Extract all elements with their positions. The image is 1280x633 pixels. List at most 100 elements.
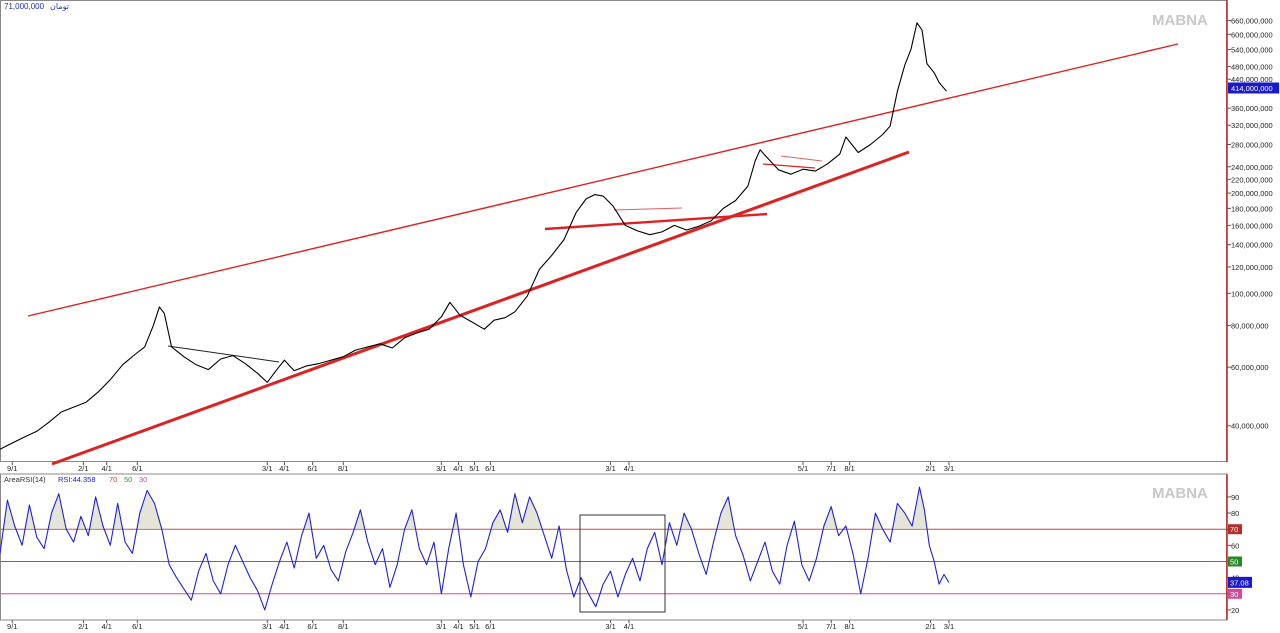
rsi-tag-30-bg bbox=[1228, 588, 1242, 599]
price-x-tick-label: 4/1 bbox=[279, 464, 289, 473]
rsi-x-tick-label: 3/1 bbox=[436, 622, 446, 631]
rsi-legend-30: 30 bbox=[139, 475, 147, 484]
price-x-tick-label: 8/1 bbox=[338, 464, 348, 473]
rsi-tag-50-label: 50 bbox=[1230, 557, 1238, 566]
rsi-watermark: MABNA bbox=[1152, 485, 1208, 502]
header-unit: تومان bbox=[50, 2, 69, 11]
rsi-last-tag-bg bbox=[1228, 576, 1252, 588]
price-y-tick-label: 40,000,000 bbox=[1231, 422, 1269, 431]
rsi-panel bbox=[0, 473, 1227, 621]
price-y-tick-label: 100,000,000 bbox=[1231, 289, 1273, 298]
price-y-axis: 660,000,000 600,000,000 540,000,000 480,000… bbox=[1227, 17, 1273, 431]
rsi-x-tick-label: 3/1 bbox=[605, 622, 615, 631]
rsi-x-tick-label: 6/1 bbox=[485, 622, 495, 631]
price-x-tick-label: 3/1 bbox=[944, 464, 954, 473]
rsi-x-tick-label: 3/1 bbox=[262, 622, 272, 631]
early-support-line bbox=[167, 345, 280, 363]
price-x-tick-label: 9/1 bbox=[7, 464, 17, 473]
lower-support-line bbox=[51, 150, 910, 466]
rsi-x-axis: 9/1 2/1 4/1 6/1 3/1 4/1 6/1 8/1 3/1 4/1 5/1 6/1 3/1 4… bbox=[7, 620, 954, 631]
rsi-x-tick-label: 4/1 bbox=[279, 622, 289, 631]
rsi-x-tick-label: 2/1 bbox=[78, 622, 88, 631]
rsi-value-label: RSI:44.358 bbox=[58, 475, 96, 484]
last-price-tag-bg bbox=[1228, 82, 1279, 94]
rsi-x-tick-label: 9/1 bbox=[7, 622, 17, 631]
support-segment bbox=[544, 212, 768, 231]
rsi-line bbox=[0, 486, 950, 611]
rsi-x-tick-label: 2/1 bbox=[925, 622, 935, 631]
rsi-x-tick-label: 4/1 bbox=[101, 622, 111, 631]
price-y-tick-label: 120,000,000 bbox=[1231, 263, 1273, 272]
price-line bbox=[0, 22, 947, 450]
rsi-x-tick-label: 5/1 bbox=[469, 622, 479, 631]
price-x-tick-label: 6/1 bbox=[485, 464, 495, 473]
upper-channel-line bbox=[27, 43, 1179, 317]
price-panel bbox=[0, 0, 1227, 462]
rsi-tag-70-label: 70 bbox=[1230, 525, 1238, 534]
price-series bbox=[0, 22, 947, 450]
rsi-tag-50-bg bbox=[1228, 556, 1242, 567]
flag-lower-line bbox=[762, 163, 816, 169]
rsi-series bbox=[0, 486, 950, 611]
price-y-tick-label: 200,000,000 bbox=[1231, 189, 1273, 198]
price-y-tick-label: 220,000,000 bbox=[1231, 175, 1273, 184]
rsi-legend-70: 70 bbox=[109, 475, 117, 484]
rsi-tag-30-label: 30 bbox=[1230, 590, 1238, 599]
rsi-y-tick-label: 90 bbox=[1231, 493, 1239, 502]
price-x-tick-label: 3/1 bbox=[262, 464, 272, 473]
rsi-highlight-box bbox=[579, 514, 666, 613]
price-x-tick-label: 8/1 bbox=[844, 464, 854, 473]
rsi-last-tag-label: 37.08 bbox=[1230, 578, 1249, 587]
price-x-tick-label: 5/1 bbox=[798, 464, 808, 473]
price-y-tick-label: 80,000,000 bbox=[1231, 322, 1269, 331]
rsi-title: AreaRSI(14) bbox=[4, 475, 46, 484]
price-x-tick-label: 4/1 bbox=[101, 464, 111, 473]
price-y-tick-label: 540,000,000 bbox=[1231, 46, 1273, 55]
last-price-tag: 414,000,000 bbox=[1228, 82, 1279, 94]
price-x-tick-label: 7/1 bbox=[826, 464, 836, 473]
price-x-axis: 9/1 2/1 4/1 6/1 3/1 4/1 6/1 8/1 3/1 4/1 5/1 6/1 3/1 4… bbox=[7, 462, 954, 473]
price-x-tick-label: 5/1 bbox=[469, 464, 479, 473]
price-y-tick-label: 240,000,000 bbox=[1231, 163, 1273, 172]
rsi-x-tick-label: 3/1 bbox=[944, 622, 954, 631]
rsi-x-tick-label: 6/1 bbox=[307, 622, 317, 631]
price-y-tick-label: 440,000,000 bbox=[1231, 75, 1273, 84]
rsi-y-tick-label: 60 bbox=[1231, 541, 1239, 550]
rsi-x-tick-label: 4/1 bbox=[624, 622, 634, 631]
rsi-x-tick-label: 4/1 bbox=[453, 622, 463, 631]
price-x-tick-label: 4/1 bbox=[453, 464, 463, 473]
price-y-tick-label: 160,000,000 bbox=[1231, 221, 1273, 230]
price-y-tick-label: 180,000,000 bbox=[1231, 204, 1273, 213]
rsi-x-tick-label: 8/1 bbox=[338, 622, 348, 631]
price-y-tick-label: 60,000,000 bbox=[1231, 363, 1269, 372]
price-y-tick-label: 140,000,000 bbox=[1231, 241, 1273, 250]
price-y-tick-label: 280,000,000 bbox=[1231, 141, 1273, 150]
rsi-x-tick-label: 7/1 bbox=[826, 622, 836, 631]
trendline-drawings bbox=[27, 43, 1179, 466]
rsi-x-tick-label: 6/1 bbox=[132, 622, 142, 631]
price-axis-panel bbox=[1227, 0, 1279, 462]
price-x-tick-label: 3/1 bbox=[605, 464, 615, 473]
price-x-tick-label: 6/1 bbox=[307, 464, 317, 473]
flag-upper-line bbox=[613, 207, 683, 211]
price-x-tick-label: 2/1 bbox=[78, 464, 88, 473]
rsi-x-tick-label: 8/1 bbox=[844, 622, 854, 631]
price-y-tick-label: 660,000,000 bbox=[1231, 17, 1273, 26]
rsi-y-tick-label: 80 bbox=[1231, 509, 1239, 518]
price-y-tick-label: 600,000,000 bbox=[1231, 30, 1273, 39]
rsi-overbought-area bbox=[3, 487, 928, 530]
price-watermark: MABNA bbox=[1152, 12, 1208, 29]
price-y-tick-label: 320,000,000 bbox=[1231, 121, 1273, 130]
rsi-x-tick-label: 5/1 bbox=[798, 622, 808, 631]
rsi-legend-50: 50 bbox=[124, 475, 132, 484]
price-y-tick-label: 360,000,000 bbox=[1231, 104, 1273, 113]
price-x-tick-label: 3/1 bbox=[436, 464, 446, 473]
flag-upper-line-2 bbox=[780, 155, 823, 162]
price-x-tick-label: 4/1 bbox=[624, 464, 634, 473]
price-y-tick-label: 480,000,000 bbox=[1231, 63, 1273, 72]
rsi-level-tags: 70 50 30 37.08 bbox=[1228, 524, 1252, 599]
price-x-tick-label: 6/1 bbox=[132, 464, 142, 473]
last-price-tag-label: 414,000,000 bbox=[1231, 84, 1273, 93]
rsi-y-tick-label: 20 bbox=[1231, 606, 1239, 615]
